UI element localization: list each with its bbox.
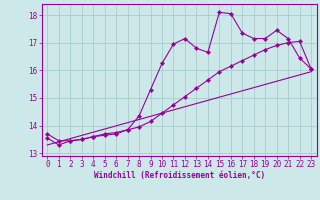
X-axis label: Windchill (Refroidissement éolien,°C): Windchill (Refroidissement éolien,°C)	[94, 171, 265, 180]
